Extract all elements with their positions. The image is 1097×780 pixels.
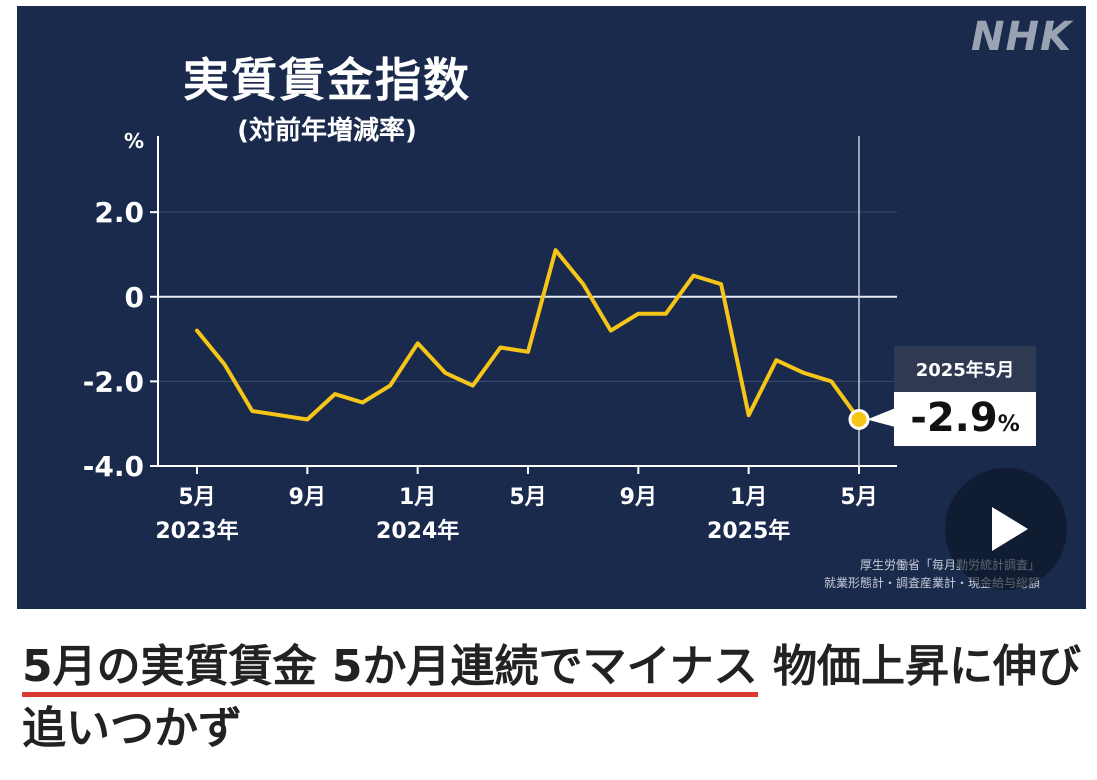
x-tick-label-month: 5月 [178, 485, 215, 510]
chart-title: 実質賃金指数 [183, 53, 471, 107]
news-video-player[interactable]: 2.0 0 -2.0 -4.0% 5月 2023年 9月 1月 2024年 5月 9月 1月 2025年… [17, 6, 1086, 609]
x-tick-label-month: 1月 [730, 485, 767, 510]
x-tick-label-year: 2024年 [376, 518, 459, 544]
series-line [195, 248, 861, 422]
y-tick-label: 2.0 [94, 196, 144, 229]
x-tick-label-month: 5月 [840, 485, 877, 510]
y-tick-label: -4.0 [83, 450, 144, 483]
y-axis-unit: % [124, 129, 144, 153]
y-tick-label: -2.0 [83, 365, 144, 398]
x-tick-label-month: 9月 [620, 485, 657, 510]
x-tick-label-year: 2023年 [155, 518, 238, 544]
play-button[interactable] [945, 468, 1067, 590]
headline-rest: 物価上昇に伸び追いつかず [22, 641, 1081, 754]
y-tick-label: 0 [125, 281, 144, 314]
x-tick-label-month: 9月 [289, 485, 326, 510]
callout-unit: % [997, 412, 1020, 437]
play-icon [992, 507, 1028, 551]
nhk-logo: NHK [971, 14, 1072, 60]
callout-value-box: -2.9% [894, 392, 1036, 446]
latest-value-callout: 2025年5月 -2.9% [894, 346, 1036, 446]
x-tick-label-month: 5月 [509, 485, 546, 510]
callout-pointer [867, 407, 897, 428]
callout-date: 2025年5月 [894, 346, 1036, 392]
callout-value: -2.9 [910, 395, 998, 441]
x-tick-label-month: 1月 [399, 485, 436, 510]
x-tick-label-year: 2025年 [707, 518, 790, 544]
article-headline: 5月の実質賃金 5か月連続でマイナス 物価上昇に伸び追いつかず [22, 636, 1082, 760]
headline-link[interactable]: 5月の実質賃金 5か月連続でマイナス [22, 641, 758, 697]
chart-subtitle: (対前年増減率) [237, 116, 417, 146]
data-point [848, 408, 870, 430]
line-chart: 2.0 0 -2.0 -4.0% 5月 2023年 9月 1月 2024年 5月 9月 1月 2025年… [83, 129, 897, 544]
